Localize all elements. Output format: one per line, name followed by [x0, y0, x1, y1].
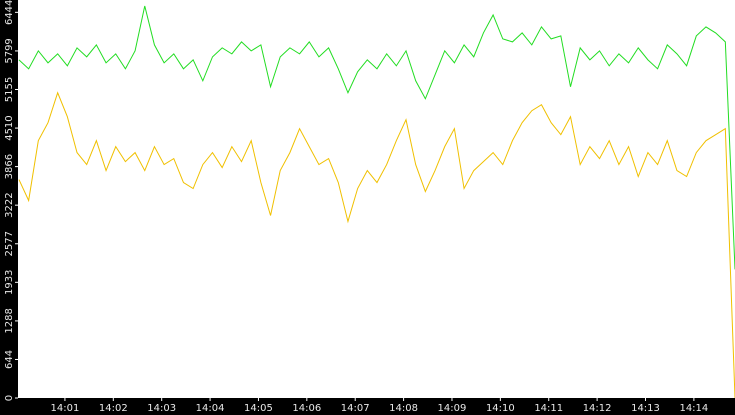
x-tick-label: 14:05 — [244, 403, 273, 414]
x-tick-label: 14:10 — [486, 403, 515, 414]
x-tick-label: 14:09 — [438, 403, 467, 414]
y-tick-label: 0 — [4, 395, 15, 401]
y-tick-label: 4510 — [4, 115, 15, 140]
x-tick-label: 14:04 — [196, 403, 225, 414]
x-tick-label: 14:08 — [389, 403, 418, 414]
y-tick-label: 5799 — [4, 38, 15, 63]
series-line — [18, 91, 735, 399]
x-tick-label: 14:02 — [99, 403, 128, 414]
y-tick-label: 1933 — [4, 270, 15, 295]
x-tick-label: 14:12 — [583, 403, 612, 414]
y-tick-label: 1288 — [4, 308, 15, 333]
y-tick-label: 5155 — [4, 77, 15, 102]
x-tick-label: 14:11 — [534, 403, 563, 414]
y-tick-label: 6444 — [4, 0, 15, 25]
plot-area — [18, 0, 735, 398]
x-tick-label: 14:13 — [631, 403, 660, 414]
x-tick-label: 14:14 — [679, 403, 708, 414]
series-line — [18, 5, 735, 270]
x-tick-label: 14:06 — [292, 403, 321, 414]
x-tick-label: 14:03 — [147, 403, 176, 414]
y-tick-label: 644 — [4, 350, 15, 369]
y-tick-label: 3866 — [4, 154, 15, 179]
y-tick-label: 3222 — [4, 192, 15, 217]
y-tick-label: 2577 — [4, 231, 15, 256]
x-tick-label: 14:01 — [51, 403, 80, 414]
x-tick-label: 14:07 — [341, 403, 370, 414]
